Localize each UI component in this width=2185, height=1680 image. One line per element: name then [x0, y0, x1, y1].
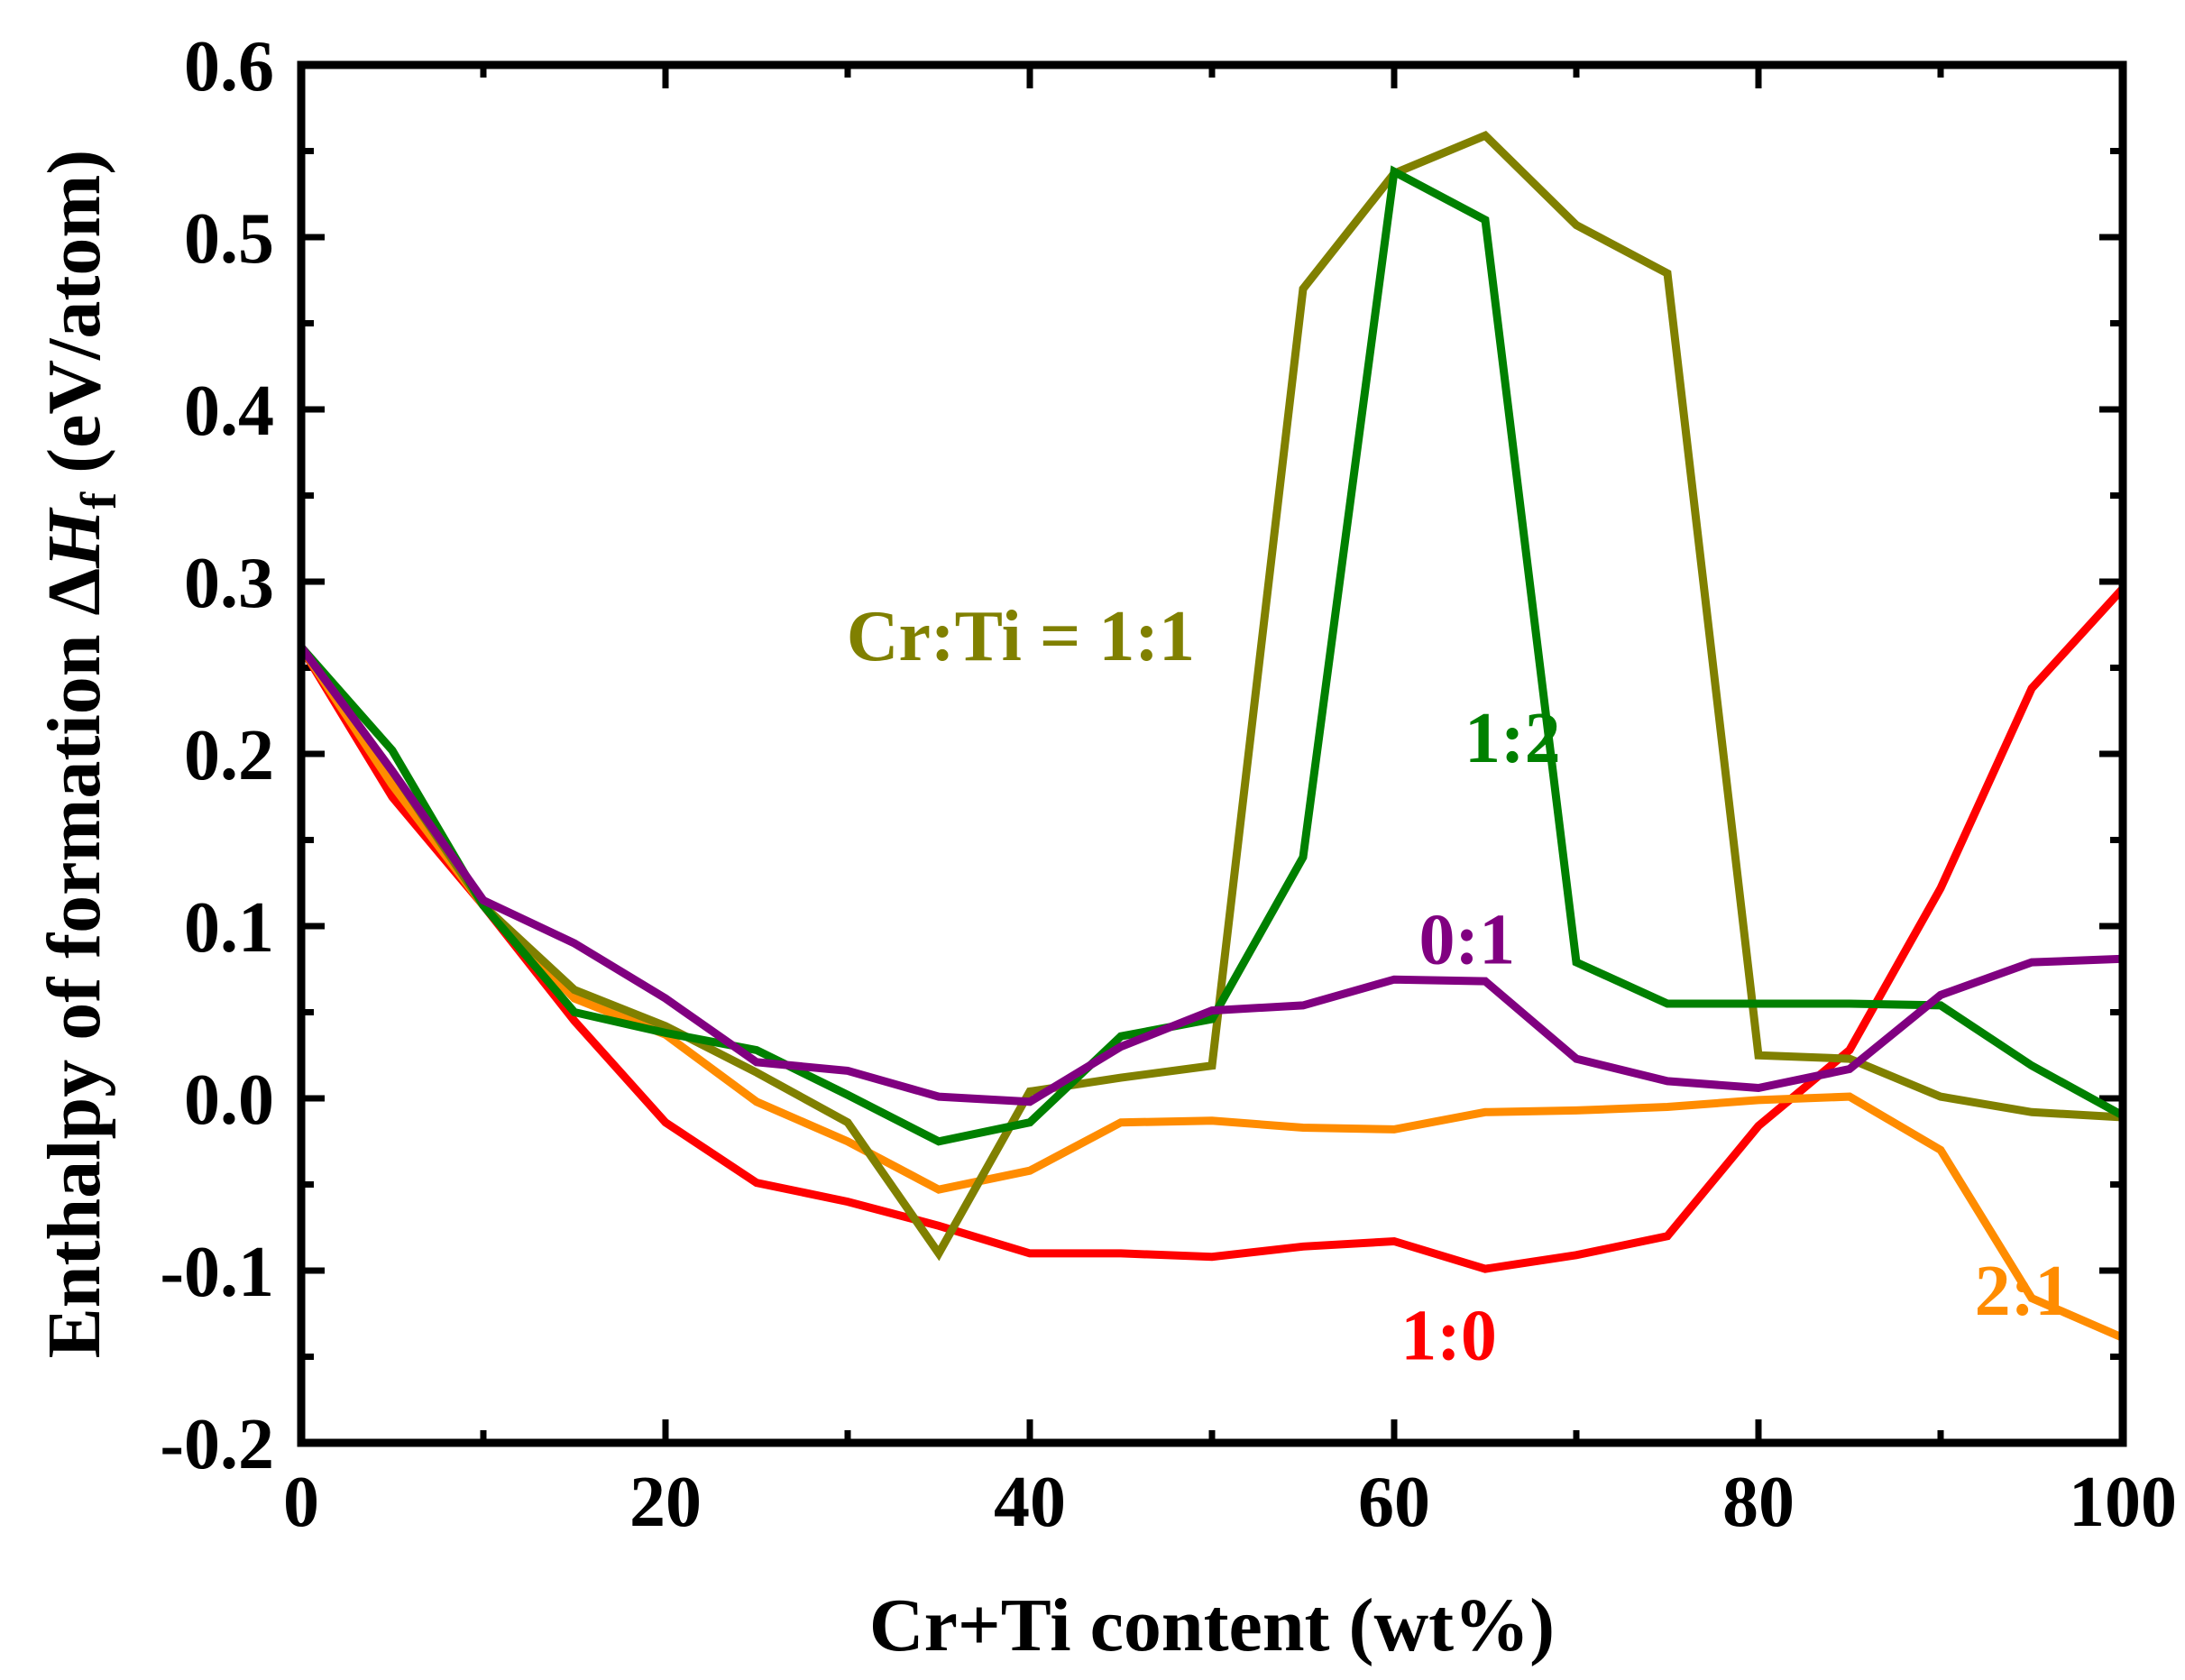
x-tick-label: 80 — [1722, 1463, 1795, 1542]
y-axis-label-subscript: f — [71, 491, 127, 510]
series-label-0-1: 0:1 — [1418, 900, 1515, 979]
series-line-cr-ti-1-1 — [298, 130, 2124, 1262]
y-tick-label: 0.2 — [184, 716, 274, 795]
y-tick-label: 0.6 — [184, 27, 274, 106]
y-tick-label: 0.1 — [184, 888, 274, 968]
y-tick-label: 0.3 — [184, 544, 274, 623]
series-line-1-2 — [298, 165, 2125, 1146]
y-tick-label: -0.1 — [160, 1233, 274, 1312]
series-label-cr-ti-1-1: Cr:Ti = 1:1 — [847, 597, 1195, 676]
series-lines — [298, 130, 2126, 1342]
series-labels: 1:0 2:1 Cr:Ti = 1:1 1:2 0:1 — [847, 597, 2070, 1375]
x-axis-label: Cr+Ti content (wt%) — [869, 1584, 1555, 1667]
y-axis-label-suffix: (eV/atom) — [32, 150, 116, 492]
y-axis-label-symbol: H — [32, 507, 116, 569]
y-axis-label: Enthalpy of formation ΔHf (eV/atom) — [32, 150, 127, 1359]
x-tick-label: 100 — [2069, 1463, 2177, 1542]
axis-ticks — [298, 61, 2126, 1446]
series-label-1-2: 1:2 — [1464, 699, 1561, 778]
series-line-0-1 — [298, 644, 2124, 1106]
x-tick-label: 40 — [994, 1463, 1066, 1542]
series-line-1-0 — [298, 585, 2126, 1273]
y-tick-label: -0.2 — [160, 1405, 274, 1484]
x-tick-label: 60 — [1358, 1463, 1430, 1542]
plot-frame — [297, 60, 2127, 1447]
y-tick-label: 0.4 — [184, 372, 274, 451]
y-tick-label: 0.0 — [184, 1060, 274, 1140]
x-tick-label: 20 — [629, 1463, 702, 1542]
y-tick-labels: -0.2 -0.1 0.0 0.1 0.2 0.3 0.4 0.5 0.6 — [160, 27, 274, 1484]
series-line-2-1 — [298, 645, 2125, 1342]
series-label-2-1: 2:1 — [1975, 1252, 2071, 1331]
y-tick-label: 0.5 — [184, 199, 274, 279]
series-label-1-0: 1:0 — [1400, 1297, 1497, 1376]
x-tick-labels: 0 20 40 60 80 100 — [283, 1463, 2177, 1542]
y-axis-label-prefix: Enthalpy of formation Δ — [32, 568, 116, 1358]
x-tick-label: 0 — [283, 1463, 319, 1542]
